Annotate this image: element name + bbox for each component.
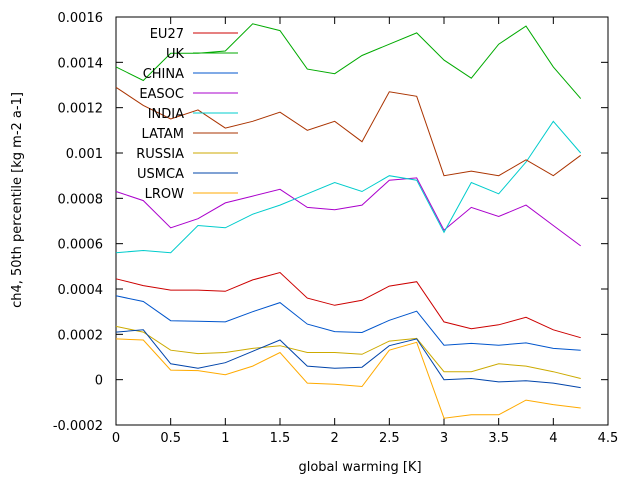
legend-label-eu27: EU27 xyxy=(150,27,184,42)
plot-frame xyxy=(115,16,609,426)
series-line-latam xyxy=(115,86,581,177)
y-tick-label: 0.0008 xyxy=(58,192,104,207)
series-line-easoc xyxy=(115,177,581,247)
x-tick-label: 2 xyxy=(331,431,339,446)
x-axis-label: global warming [K] xyxy=(298,460,421,475)
x-tick-label: 3 xyxy=(440,431,448,446)
legend-label-latam: LATAM xyxy=(142,127,184,142)
x-tick-label: 1.5 xyxy=(270,431,291,446)
x-tick-label: 0.5 xyxy=(160,431,181,446)
series-line-russia xyxy=(115,325,581,379)
legend-label-india: INDIA xyxy=(148,107,184,122)
legend-label-easoc: EASOC xyxy=(139,87,184,102)
x-tick-label: 3.5 xyxy=(488,431,509,446)
legend-label-china: CHINA xyxy=(143,67,184,82)
y-tick-label: 0.0006 xyxy=(58,238,104,253)
y-tick-label: 0.0014 xyxy=(58,56,104,71)
legend-label-usmca: USMCA xyxy=(137,167,184,182)
x-tick-label: 0 xyxy=(112,431,120,446)
x-tick-label: 4.5 xyxy=(598,431,619,446)
y-tick-label: 0.0016 xyxy=(58,11,104,26)
series-line-eu27 xyxy=(115,271,581,339)
series-line-uk xyxy=(115,23,582,99)
x-tick-label: 2.5 xyxy=(379,431,400,446)
y-tick-label: 0.0004 xyxy=(58,283,104,298)
series-line-lrow xyxy=(115,338,581,419)
x-tick-label: 4 xyxy=(549,431,557,446)
legend-label-russia: RUSSIA xyxy=(136,147,184,162)
y-tick-label: 0.001 xyxy=(66,147,103,162)
series-line-india xyxy=(115,120,582,254)
legend-label-lrow: LROW xyxy=(145,187,185,202)
y-tick-label: -0.0002 xyxy=(53,419,103,434)
y-tick-label: 0 xyxy=(95,374,103,389)
x-tick-label: 1 xyxy=(221,431,229,446)
legend-label-uk: UK xyxy=(166,47,185,62)
y-tick-label: 0.0002 xyxy=(58,328,104,343)
y-tick-label: 0.0012 xyxy=(58,102,104,117)
series-line-china xyxy=(115,295,581,351)
y-axis-label: ch4, 50th percentile [kg m-2 a-1] xyxy=(10,92,25,308)
series-line-usmca xyxy=(115,329,581,389)
